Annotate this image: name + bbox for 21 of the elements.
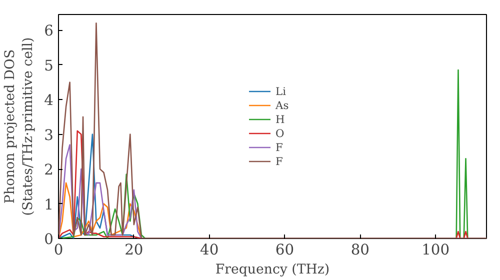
legend-label: F: [276, 140, 284, 154]
legend-label: F: [276, 154, 284, 168]
x-tick-label: 100: [422, 242, 450, 258]
legend-label: H: [276, 112, 286, 126]
y-tick-label: 5: [44, 57, 54, 74]
line-series: [58, 22, 486, 238]
x-tick-label: 60: [275, 242, 294, 258]
x-axis-title: Frequency (THz): [215, 262, 330, 278]
y-tick-label: 4: [44, 92, 54, 110]
y-tick-label: 1: [44, 196, 54, 214]
y-tick-label: 6: [44, 22, 54, 40]
y-axis-title: Phonon projected DOS (States/THz·primitive cell): [3, 37, 36, 216]
legend-label: O: [276, 126, 286, 140]
legend-label: Li: [276, 84, 287, 98]
y-tick-label: 3: [44, 126, 54, 144]
legend-label: As: [276, 98, 290, 112]
y-tick-label: 2: [44, 162, 54, 179]
x-tick-label: 20: [124, 242, 144, 258]
x-tick-label: 80: [350, 242, 370, 258]
y-tick-label: 0: [44, 231, 54, 248]
x-tick-label: 40: [200, 242, 219, 258]
